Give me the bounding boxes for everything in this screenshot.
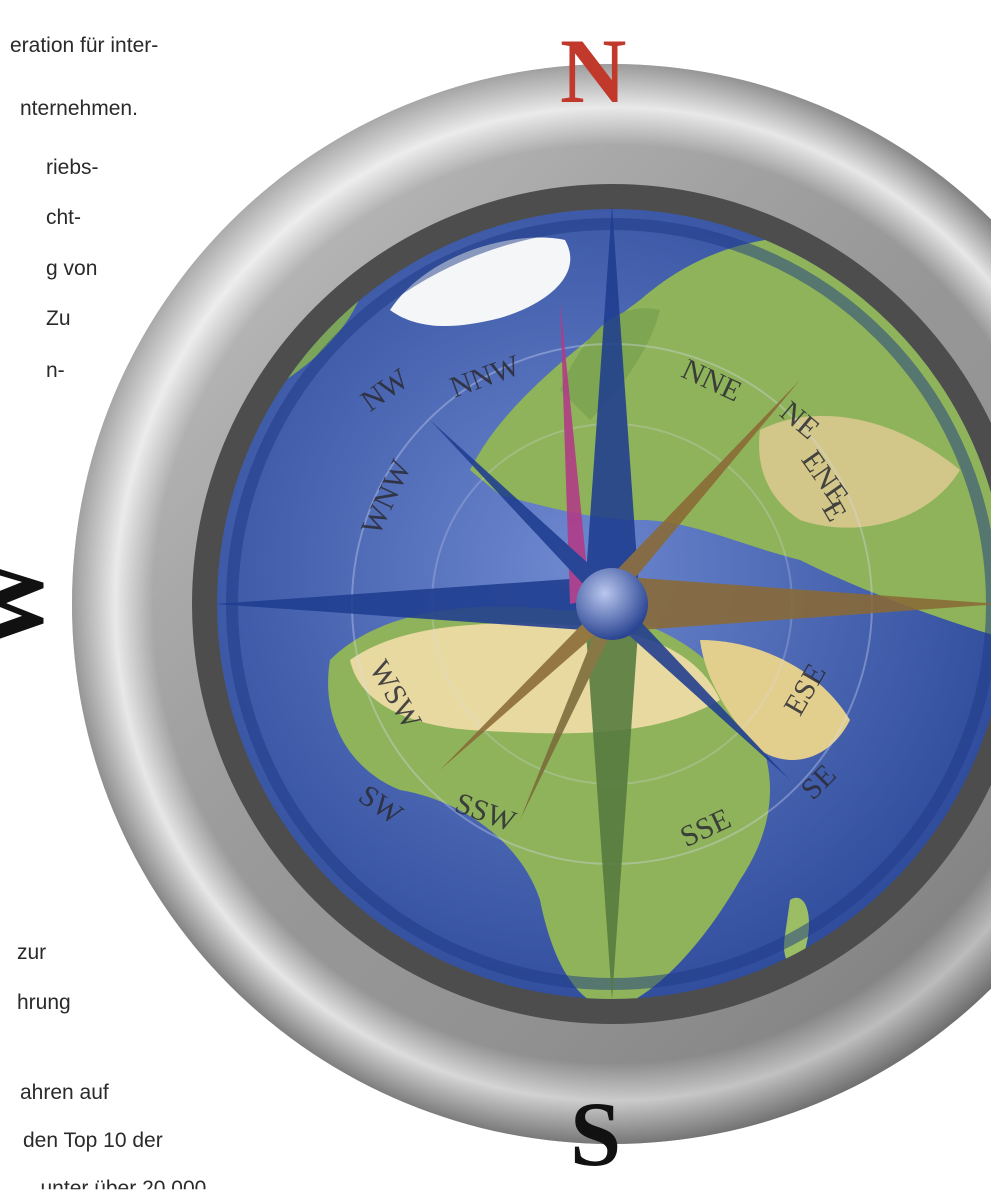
- needle-north: [584, 205, 640, 604]
- text-line-2: nternehmen.: [20, 97, 138, 120]
- text-line-11: den Top 10 der: [23, 1129, 163, 1152]
- text-line-5: g von: [46, 257, 98, 280]
- text-line-6: Zu: [46, 307, 71, 330]
- compass-hub: [576, 568, 648, 640]
- text-line-8: zur: [17, 941, 47, 964]
- needle-south: [584, 604, 640, 1000]
- text-line-7: n-: [46, 359, 65, 382]
- text-line-1: eration für inter-: [10, 34, 159, 57]
- needle-ne: [612, 380, 800, 590]
- needle-sw: [440, 608, 612, 770]
- text-line-4: cht-: [46, 206, 82, 229]
- needle-east: [612, 576, 991, 632]
- south-label: S: [570, 1083, 621, 1185]
- greenland-landmass: [390, 237, 571, 327]
- asia-mountains: [759, 415, 960, 528]
- needle-nnw: [560, 300, 590, 604]
- needle-nw: [430, 420, 612, 600]
- west-label: W: [0, 558, 62, 650]
- text-line-12: ...unter über 20.000: [23, 1177, 207, 1200]
- text-line-10: ahren auf: [20, 1081, 109, 1104]
- needle-se: [612, 606, 790, 780]
- north-label: N: [560, 20, 626, 122]
- compass-rose: [215, 205, 991, 1000]
- needle-west: [215, 576, 612, 632]
- needle-ssw: [520, 620, 615, 820]
- text-line-9: hrung: [17, 991, 71, 1014]
- text-line-3: riebs-: [46, 156, 99, 179]
- arabia-landmass: [700, 640, 850, 760]
